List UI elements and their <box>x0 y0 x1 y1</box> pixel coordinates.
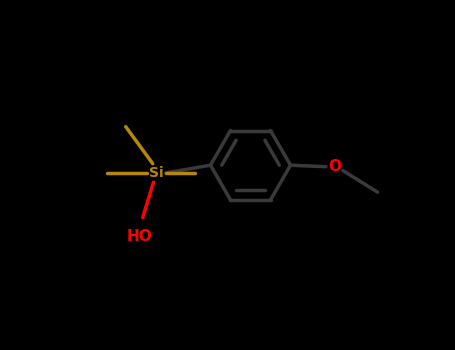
Text: Si: Si <box>149 166 164 180</box>
Text: HO: HO <box>127 229 152 244</box>
Text: O: O <box>329 159 342 174</box>
